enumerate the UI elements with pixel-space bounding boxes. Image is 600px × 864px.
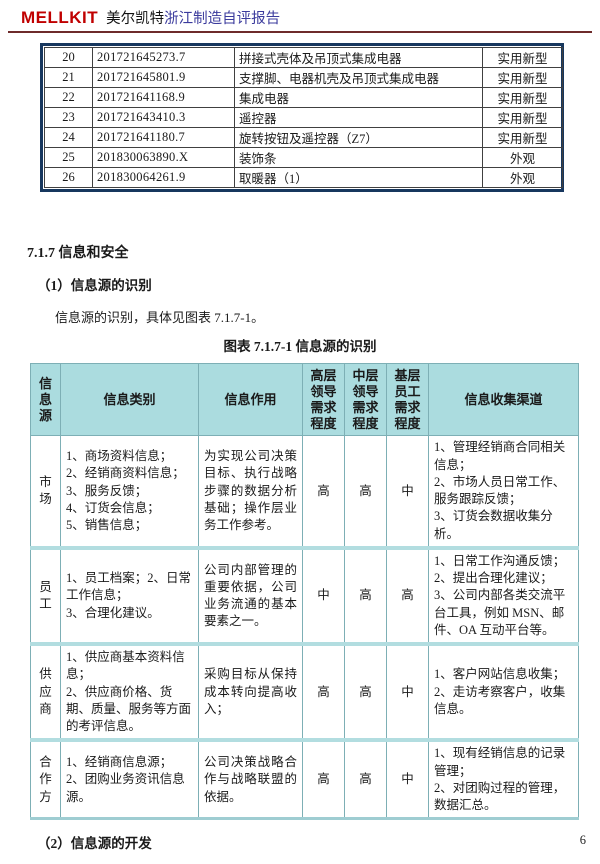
info-row-employee: 员工 1、员工档案；2、日常工作信息； 3、合理化建议。 公司内部管理的重要依据… <box>30 545 579 645</box>
cell-patent-type: 实用新型 <box>482 127 563 148</box>
cell-patent-name: 拼接式壳体及吊顶式集成电器 <box>234 47 483 68</box>
col-header-need-high: 高层领导需求程度 <box>302 362 345 437</box>
cell-channel: 1、日常工作沟通反馈； 2、提出合理化建议； 3、公司内部各类交流平台工具，例如… <box>428 545 579 645</box>
cell-need-base: 中 <box>386 738 429 820</box>
col-header-channel: 信息收集渠道 <box>428 362 579 437</box>
cell-row-number: 21 <box>44 67 93 88</box>
cell-source: 员工 <box>30 545 61 645</box>
info-source-table: 信息源 信息类别 信息作用 高层领导需求程度 中层领导需求程度 基层员工需求程度… <box>30 362 579 821</box>
table-row: 25 201830063890.X 装饰条 外观 <box>44 147 563 168</box>
subsection-heading-1: （1）信息源的识别 <box>37 278 152 293</box>
info-row-partner: 合作方 1、经销商信息源； 2、团购业务资讯信息源。 公司决策战略合作与战略联盟… <box>30 738 579 820</box>
cell-patent-name: 支撑脚、电器机壳及吊顶式集成电器 <box>234 67 483 88</box>
cell-patent-number: 201721645801.9 <box>92 67 235 88</box>
col-header-need-base: 基层员工需求程度 <box>386 362 429 437</box>
report-header: MELLKIT 美尔凯特浙江制造自评报告 <box>8 0 592 33</box>
intro-paragraph: 信息源的识别，具体见图表 7.1.7-1。 <box>55 310 265 325</box>
cell-channel: 1、现有经销信息的记录管理； 2、对团购过程的管理，数据汇总。 <box>428 738 579 820</box>
cell-source: 供应商 <box>30 642 61 741</box>
cell-category: 1、经销商信息源； 2、团购业务资讯信息源。 <box>60 738 199 820</box>
cell-function: 公司内部管理的重要依据，公司业务流通的基本要素之一。 <box>198 545 303 645</box>
cell-row-number: 25 <box>44 147 93 168</box>
cell-need-mid: 高 <box>344 642 387 741</box>
cell-row-number: 20 <box>44 47 93 68</box>
cell-patent-type: 实用新型 <box>482 67 563 88</box>
cell-channel: 1、管理经销商合同相关信息； 2、市场人员日常工作、服务跟踪反馈； 3、订货会数… <box>428 435 579 549</box>
table-row: 26 201830064261.9 取暖器（1） 外观 <box>44 167 563 188</box>
cell-patent-type: 外观 <box>482 147 563 168</box>
cell-need-base: 中 <box>386 642 429 741</box>
table-row: 22 201721641168.9 集成电器 实用新型 <box>44 87 563 108</box>
cell-channel: 1、客户网站信息收集； 2、走访考察客户，收集信息。 <box>428 642 579 741</box>
cell-function: 采购目标从保持成本转向提高收入； <box>198 642 303 741</box>
cell-patent-type: 实用新型 <box>482 87 563 108</box>
col-header-category: 信息类别 <box>60 362 199 437</box>
cell-patent-number: 201721641168.9 <box>92 87 235 108</box>
cell-need-high: 高 <box>302 642 345 741</box>
cell-row-number: 26 <box>44 167 93 188</box>
cell-patent-type: 实用新型 <box>482 107 563 128</box>
table-row: 21 201721645801.9 支撑脚、电器机壳及吊顶式集成电器 实用新型 <box>44 67 563 88</box>
cell-patent-number: 201721643410.3 <box>92 107 235 128</box>
cell-need-high: 中 <box>302 545 345 645</box>
page-number: 6 <box>579 833 586 847</box>
cell-source: 市场 <box>30 435 61 549</box>
cell-patent-number: 201721641180.7 <box>92 127 235 148</box>
cell-need-base: 高 <box>386 545 429 645</box>
cell-need-high: 高 <box>302 738 345 820</box>
cell-patent-name: 遥控器 <box>234 107 483 128</box>
cell-need-high: 高 <box>302 435 345 549</box>
cell-need-mid: 高 <box>344 435 387 549</box>
cell-row-number: 24 <box>44 127 93 148</box>
cell-source: 合作方 <box>30 738 61 820</box>
table-row: 24 201721641180.7 旋转按钮及遥控器（Z7） 实用新型 <box>44 127 563 148</box>
cell-function: 公司决策战略合作与战略联盟的依据。 <box>198 738 303 820</box>
table-caption: 图表 7.1.7-1 信息源的识别 <box>223 339 377 354</box>
cell-patent-name: 旋转按钮及遥控器（Z7） <box>234 127 483 148</box>
info-row-supplier: 供应商 1、供应商基本资料信息； 2、供应商价格、货期、质量、服务等方面的考评信… <box>30 642 579 741</box>
report-title-company: 美尔凯特 <box>106 11 165 27</box>
cell-patent-number: 201830064261.9 <box>92 167 235 188</box>
cell-need-mid: 高 <box>344 738 387 820</box>
cell-row-number: 22 <box>44 87 93 108</box>
cell-patent-name: 取暖器（1） <box>234 167 483 188</box>
cell-function: 为实现公司决策目标、执行战略步骤的数据分析基础；操作层业务工作参考。 <box>198 435 303 549</box>
section-heading-717: 7.1.7 信息和安全 <box>27 246 129 261</box>
cell-patent-number: 201721645273.7 <box>92 47 235 68</box>
brand-logo-text: MELLKIT <box>21 8 99 27</box>
cell-need-mid: 高 <box>344 545 387 645</box>
cell-patent-name: 集成电器 <box>234 87 483 108</box>
report-title-suffix: 浙江制造自评报告 <box>164 11 281 27</box>
subsection-heading-2: （2）信息源的开发 <box>37 836 152 852</box>
cell-patent-name: 装饰条 <box>234 147 483 168</box>
col-header-function: 信息作用 <box>198 362 303 437</box>
col-header-need-mid: 中层领导需求程度 <box>344 362 387 437</box>
table-row: 23 201721643410.3 遥控器 实用新型 <box>44 107 563 128</box>
cell-patent-type: 实用新型 <box>482 47 563 68</box>
info-table-header-row: 信息源 信息类别 信息作用 高层领导需求程度 中层领导需求程度 基层员工需求程度… <box>30 362 579 437</box>
cell-category: 1、员工档案；2、日常工作信息； 3、合理化建议。 <box>60 545 199 645</box>
cell-row-number: 23 <box>44 107 93 128</box>
cell-need-base: 中 <box>386 435 429 549</box>
col-header-source: 信息源 <box>30 362 61 437</box>
cell-patent-number: 201830063890.X <box>92 147 235 168</box>
cell-category: 1、供应商基本资料信息； 2、供应商价格、货期、质量、服务等方面的考评信息。 <box>60 642 199 741</box>
cell-category: 1、商场资料信息； 2、经销商资料信息； 3、服务反馈； 4、订货会信息； 5、… <box>60 435 199 549</box>
patent-table: 20 201721645273.7 拼接式壳体及吊顶式集成电器 实用新型 21 … <box>44 47 563 188</box>
info-row-market: 市场 1、商场资料信息； 2、经销商资料信息； 3、服务反馈； 4、订货会信息；… <box>30 435 579 549</box>
cell-patent-type: 外观 <box>482 167 563 188</box>
patent-table-frame: 20 201721645273.7 拼接式壳体及吊顶式集成电器 实用新型 21 … <box>40 43 564 192</box>
table-row: 20 201721645273.7 拼接式壳体及吊顶式集成电器 实用新型 <box>44 47 563 68</box>
